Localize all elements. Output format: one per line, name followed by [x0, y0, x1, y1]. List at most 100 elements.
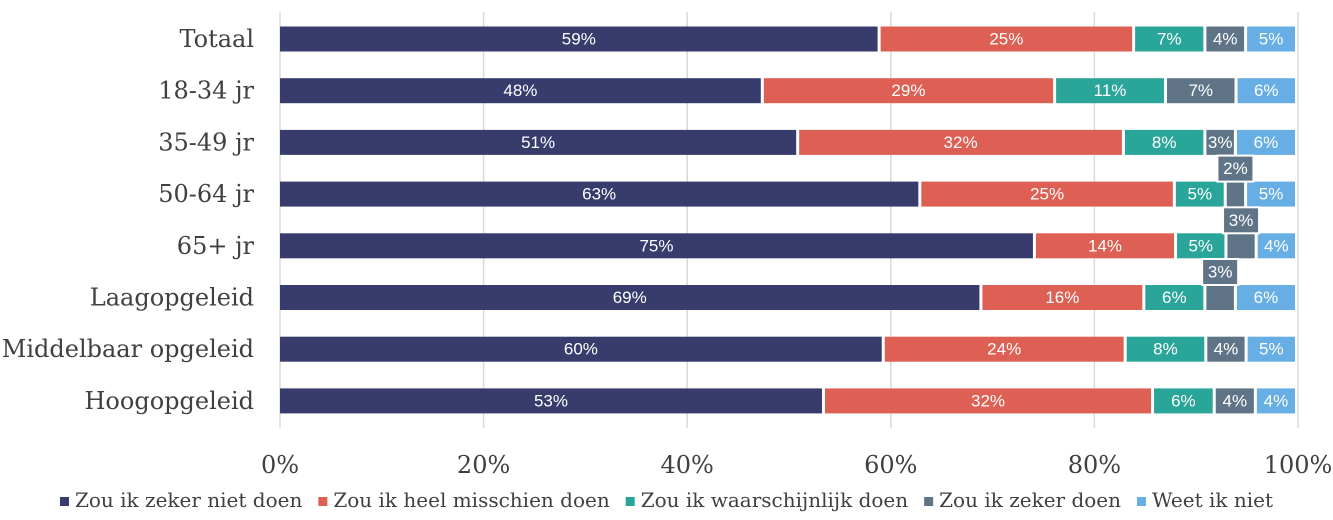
- callout-box: [1201, 258, 1240, 286]
- bar-segment-zou-ik-waarschijnlijk-doen: [1175, 181, 1224, 207]
- bar-segment-zou-ik-heel-misschien-doen: [921, 181, 1173, 207]
- x-axis-tick-labels: 0% 20% 40% 60% 80% 100%: [261, 451, 1332, 479]
- bar-segment-weet-ik-niet: [1236, 285, 1295, 310]
- category-label: 35-49 jr: [158, 128, 254, 156]
- bar-segment-zou-ik-waarschijnlijk-doen: [1177, 233, 1225, 259]
- bar-segment-weet-ik-niet: [1247, 26, 1295, 52]
- data-label: 5%: [1188, 236, 1213, 255]
- data-label: 4%: [1213, 30, 1238, 49]
- data-label: 32%: [944, 133, 978, 152]
- bar-segment-zou-ik-zeker-niet-doen: [280, 233, 1033, 259]
- legend-item-zou-ik-zeker-doen: Zou ik zeker doen: [924, 488, 1121, 512]
- segment-labels: 59% 25% 7% 4% 5% 48% 29% 11% 7% 6% 51% 32% 8% 3% 6% 63%…: [503, 30, 1288, 411]
- data-label: 2%: [1223, 159, 1248, 178]
- data-label: 5%: [1259, 185, 1284, 204]
- data-label: 75%: [639, 236, 673, 255]
- data-label: 8%: [1153, 340, 1178, 359]
- data-label: 4%: [1264, 391, 1289, 410]
- bar-segment-zou-ik-zeker-niet-doen: [280, 336, 882, 362]
- bar-segment-zou-ik-zeker-niet-doen: [280, 78, 761, 104]
- data-label: 4%: [1223, 391, 1248, 410]
- category-label: 50-64 jr: [158, 180, 254, 208]
- bar-segment-zou-ik-heel-misschien-doen: [982, 285, 1143, 310]
- data-label: 3%: [1229, 211, 1254, 230]
- bar-segment-zou-ik-zeker-niet-doen: [280, 285, 980, 310]
- data-label: 6%: [1254, 81, 1279, 100]
- data-label: 5%: [1259, 30, 1284, 49]
- data-label: 5%: [1188, 185, 1213, 204]
- bar-segment-zou-ik-zeker-niet-doen: [280, 181, 919, 207]
- data-label: 63%: [582, 185, 616, 204]
- category-label: Middelbaar opgeleid: [2, 335, 254, 363]
- data-label: 4%: [1214, 340, 1239, 359]
- data-label: 8%: [1152, 133, 1177, 152]
- bar-segment-weet-ik-niet: [1247, 181, 1295, 207]
- data-label: 7%: [1157, 30, 1182, 49]
- data-label: 3%: [1208, 133, 1233, 152]
- data-label: 4%: [1264, 236, 1289, 255]
- data-label: 6%: [1171, 391, 1196, 410]
- data-label: 60%: [564, 340, 598, 359]
- bar-segment-zou-ik-waarschijnlijk-doen: [1145, 285, 1204, 310]
- legend-label: Zou ik waarschijnlijk doen: [641, 488, 909, 512]
- bars: [280, 26, 1295, 414]
- category-label: 65+ jr: [177, 232, 255, 260]
- legend-item-zou-ik-zeker-niet-doen: Zou ik zeker niet doen: [59, 488, 302, 512]
- category-label: Hoogopgeleid: [85, 387, 255, 415]
- x-tick-label: 60%: [864, 451, 917, 479]
- category-labels: Totaal 18-34 jr 35-49 jr 50-64 jr 65+ jr Laag…: [2, 25, 255, 415]
- data-label: 25%: [989, 30, 1023, 49]
- data-label: 6%: [1162, 288, 1187, 307]
- x-tick-label: 80%: [1068, 451, 1121, 479]
- bar-segment-zou-ik-zeker-doen: [1206, 285, 1234, 310]
- x-tick-label: 0%: [261, 451, 299, 479]
- data-label: 29%: [891, 81, 925, 100]
- legend: Zou ik zeker niet doen Zou ik heel missch…: [59, 488, 1273, 512]
- data-label: 69%: [613, 288, 647, 307]
- bar-segment-zou-ik-heel-misschien-doen: [884, 336, 1124, 362]
- data-label: 11%: [1094, 81, 1127, 100]
- bar-segment-zou-ik-waarschijnlijk-doen: [1126, 336, 1205, 362]
- legend-item-weet-ik-niet: Weet ik niet: [1137, 488, 1273, 512]
- bar-segment-zou-ik-zeker-doen: [1207, 336, 1245, 362]
- legend-marker: [318, 497, 328, 506]
- bar-segment-zou-ik-heel-misschien-doen: [763, 78, 1054, 104]
- legend-marker: [625, 497, 635, 506]
- bar-segment-weet-ik-niet: [1236, 129, 1295, 155]
- bar-segment-zou-ik-zeker-doen: [1215, 388, 1254, 414]
- legend-item-zou-ik-waarschijnlijk-doen: Zou ik waarschijnlijk doen: [625, 488, 909, 512]
- bar-segment-zou-ik-waarschijnlijk-doen: [1124, 129, 1204, 155]
- bar-segment-weet-ik-niet: [1256, 388, 1295, 414]
- callout-box: [1216, 154, 1255, 183]
- legend-marker: [1137, 497, 1147, 506]
- legend-marker: [59, 497, 69, 506]
- legend-item-zou-ik-heel-misschien-doen: Zou ik heel misschien doen: [318, 488, 610, 512]
- bar-segment-zou-ik-waarschijnlijk-doen: [1056, 78, 1164, 104]
- bar-segment-weet-ik-niet: [1247, 336, 1295, 362]
- category-label: 18-34 jr: [158, 77, 254, 105]
- data-label: 5%: [1259, 340, 1284, 359]
- data-label: 48%: [503, 81, 537, 100]
- data-label: 16%: [1045, 288, 1079, 307]
- x-tick-label: 40%: [661, 451, 714, 479]
- legend-label: Zou ik zeker doen: [939, 488, 1121, 512]
- bar-segment-zou-ik-heel-misschien-doen: [1035, 233, 1175, 259]
- bar-segment-zou-ik-zeker-doen: [1166, 78, 1235, 104]
- bar-segment-zou-ik-zeker-doen: [1226, 181, 1245, 207]
- bar-segment-weet-ik-niet: [1237, 78, 1295, 104]
- data-label: 6%: [1254, 133, 1279, 152]
- bar-segment-weet-ik-niet: [1257, 233, 1295, 259]
- data-label: 6%: [1254, 288, 1279, 307]
- bar-segment-zou-ik-waarschijnlijk-doen: [1154, 388, 1213, 414]
- legend-label: Zou ik zeker niet doen: [75, 488, 302, 512]
- bar-segment-zou-ik-heel-misschien-doen: [880, 26, 1133, 52]
- data-label: 32%: [971, 391, 1005, 410]
- legend-marker: [924, 497, 934, 506]
- data-label: 51%: [521, 133, 555, 152]
- data-label: 53%: [534, 391, 568, 410]
- data-label: 25%: [1030, 185, 1064, 204]
- data-label: 14%: [1088, 236, 1122, 255]
- callout-box: [1222, 206, 1261, 235]
